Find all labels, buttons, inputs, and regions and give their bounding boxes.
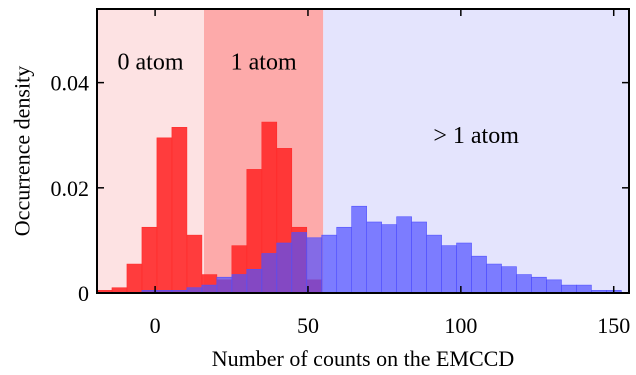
bar-series1-29: [576, 284, 592, 294]
x-tick-label-3: 150: [597, 313, 630, 338]
bar-series1-25: [516, 274, 532, 294]
histogram-bars: [96, 121, 622, 294]
region-label-2: > 1 atom: [433, 123, 519, 149]
bar-series0-4: [156, 137, 173, 294]
bar-series1-11: [306, 237, 323, 294]
x-tick-label-0: 0: [150, 313, 161, 338]
bar-series0-2: [126, 263, 143, 294]
y-tick-label-2: 0.04: [51, 71, 90, 96]
bar-series1-24: [501, 266, 517, 294]
bar-series1-28: [561, 284, 577, 294]
bar-series0-6: [186, 234, 203, 294]
bar-series1-15: [366, 221, 382, 294]
y-tick-label-1: 0.02: [51, 176, 90, 201]
bar-series1-22: [471, 255, 487, 294]
bar-series1-7: [246, 269, 263, 294]
region-label-1: 1 atom: [231, 49, 297, 75]
region-labels: 0 atom 1 atom > 1 atom: [118, 49, 520, 149]
bar-series1-26: [531, 276, 547, 294]
x-tick-label-2: 100: [444, 313, 477, 338]
region-label-0: 0 atom: [118, 49, 184, 75]
y-axis-label: Occurrence density: [10, 66, 35, 236]
bar-series1-5: [216, 276, 233, 294]
bar-series1-14: [351, 205, 367, 294]
x-axis-ticks: 0 50 100 150: [150, 9, 630, 338]
bar-series1-8: [261, 253, 278, 294]
bar-series1-21: [456, 242, 472, 294]
bar-series1-19: [426, 234, 442, 294]
bar-series1-6: [231, 274, 248, 294]
plot-frame: [96, 8, 630, 294]
x-axis-label: Number of counts on the EMCCD: [212, 346, 514, 371]
y-axis-ticks: 0 0.02 0.04: [51, 71, 629, 306]
bar-series1-17: [396, 216, 412, 294]
bar-series0-3: [141, 226, 158, 294]
bar-series1-16: [381, 224, 397, 294]
bar-series0-5: [171, 127, 188, 294]
bar-series1-23: [486, 263, 502, 294]
bar-series1-13: [336, 226, 352, 294]
bar-series1-10: [291, 232, 308, 294]
x-tick-label-1: 50: [297, 313, 319, 338]
bar-series1-4: [201, 284, 218, 294]
bar-series1-18: [411, 221, 427, 294]
bar-series1-9: [276, 242, 293, 294]
bar-series1-20: [441, 245, 457, 294]
y-tick-label-0: 0: [78, 281, 89, 306]
bar-series1-27: [546, 279, 562, 294]
bar-series1-12: [321, 234, 338, 294]
